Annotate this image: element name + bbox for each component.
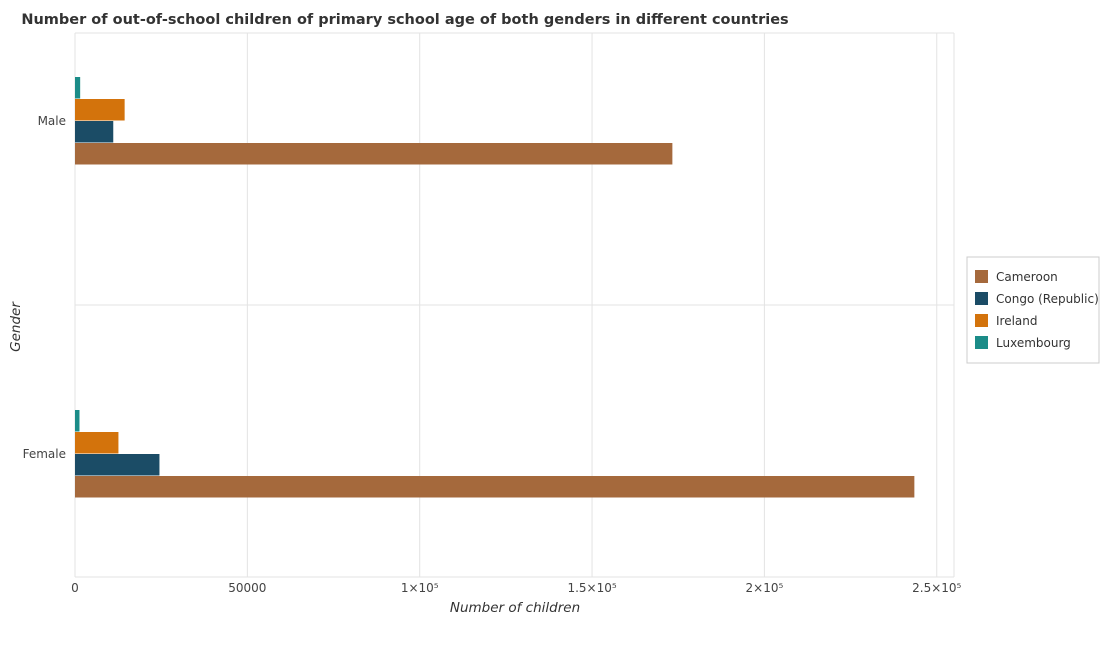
x-tick-label-0: 0 xyxy=(71,581,79,595)
bar-female-luxembourg xyxy=(75,410,80,432)
y-tick-label-female: Female xyxy=(23,447,66,461)
legend: Cameroon Congo (Republic) Ireland Luxembour… xyxy=(966,256,1100,364)
legend-label-1: Congo (Republic) xyxy=(996,292,1099,306)
y-tick-label-male: Male xyxy=(38,114,66,128)
legend-swatch-2 xyxy=(975,314,988,327)
legend-box xyxy=(966,256,1100,364)
legend-swatch-1 xyxy=(975,292,988,305)
legend-swatch-3 xyxy=(975,336,988,349)
chart-title: Number of out-of-school children of prim… xyxy=(21,12,788,28)
bar-male-congo-republic xyxy=(75,121,114,143)
legend-label-3: Luxembourg xyxy=(996,336,1071,350)
bar-female-cameroon xyxy=(75,476,915,498)
y-tick-labels: Female Male xyxy=(23,114,66,461)
bars-layer xyxy=(75,77,915,498)
bar-female-congo-republic xyxy=(75,454,160,476)
legend-label-2: Ireland xyxy=(996,314,1038,328)
legend-label-0: Cameroon xyxy=(996,270,1058,284)
x-axis-label: Number of children xyxy=(450,600,580,616)
bar-male-luxembourg xyxy=(75,77,81,99)
bar-male-ireland xyxy=(75,99,125,121)
x-tick-label-2: 1×10⁵ xyxy=(401,581,439,595)
x-tick-label-3: 1.5×10⁵ xyxy=(567,581,616,595)
bar-female-ireland xyxy=(75,432,119,454)
grid-layer xyxy=(74,32,955,578)
x-tick-label-1: 50000 xyxy=(228,581,266,595)
y-axis-label: Gender xyxy=(8,301,24,352)
x-tick-label-5: 2.5×10⁵ xyxy=(912,581,961,595)
bar-male-cameroon xyxy=(75,143,673,165)
x-tick-label-4: 2×10⁵ xyxy=(746,581,784,595)
legend-swatch-0 xyxy=(975,270,988,283)
x-tick-labels: 0 50000 1×10⁵ 1.5×10⁵ 2×10⁵ 2.5×10⁵ xyxy=(71,581,961,595)
